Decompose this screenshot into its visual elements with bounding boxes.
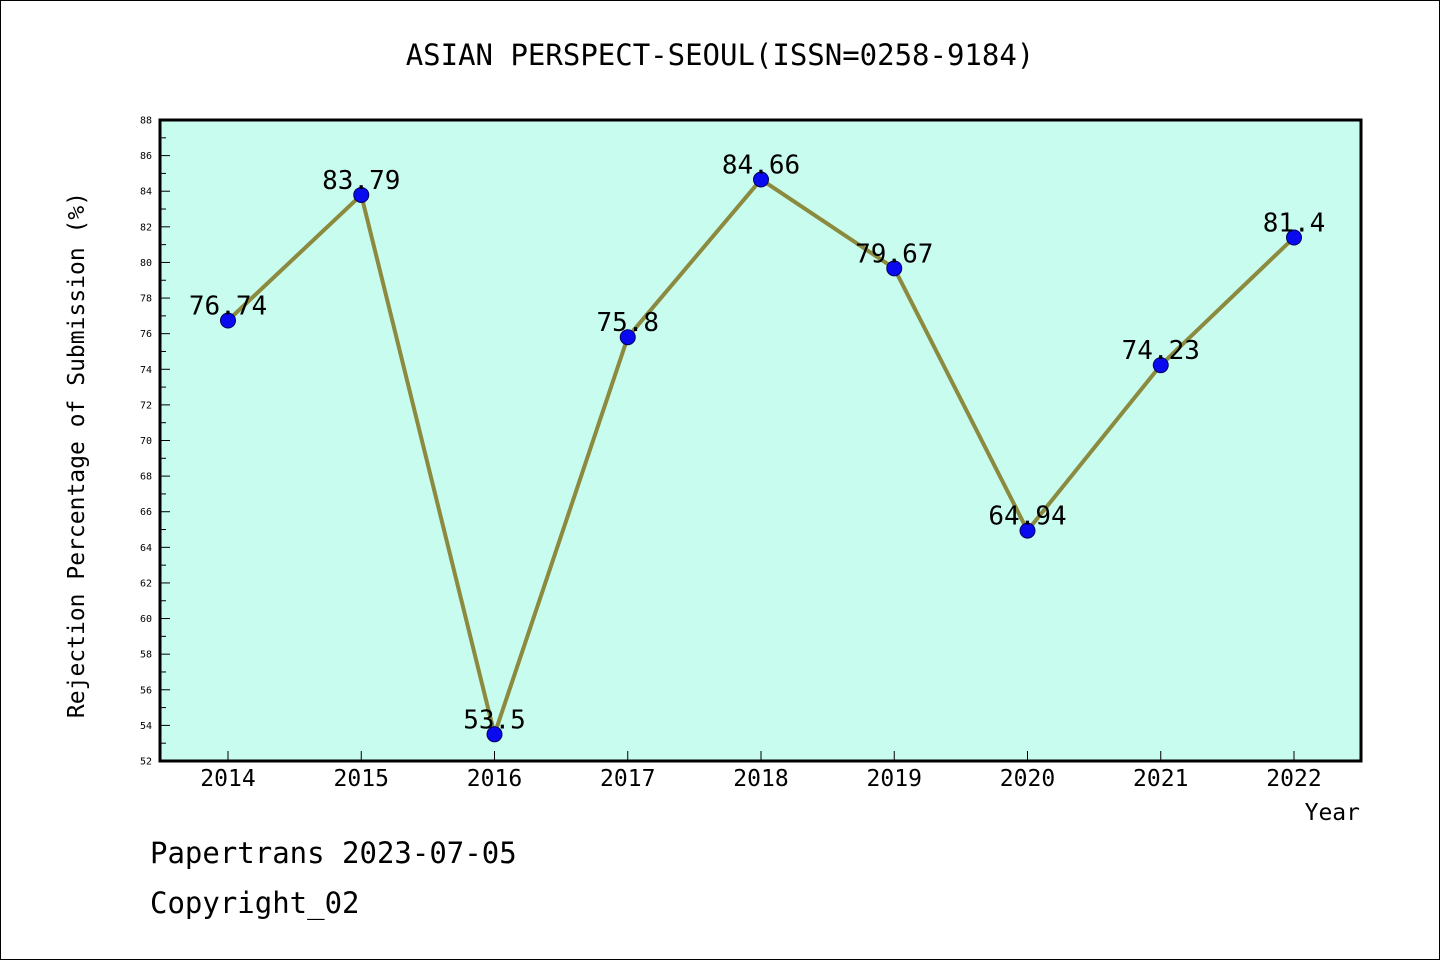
y-tick-label: 88 (140, 116, 152, 127)
x-tick-label: 2021 (1133, 766, 1188, 792)
y-tick-label: 54 (140, 721, 152, 732)
x-tick-label: 2019 (867, 766, 922, 792)
x-tick-label: 2018 (733, 766, 788, 792)
data-point (1286, 229, 1302, 246)
x-tick-label: 2017 (600, 766, 655, 792)
data-point (353, 186, 370, 203)
data-label: 83.79 (322, 166, 400, 196)
y-tick-label: 74 (140, 365, 152, 376)
x-tick-label: 2015 (334, 766, 389, 792)
data-label: 75.8 (596, 308, 659, 338)
x-tick-label: 2022 (1266, 766, 1321, 792)
y-axis: 52 54 56 58 60 62 64 66 68 70 72 74 76 78 80 82 84 86 88 (140, 116, 170, 768)
x-tick-label: 2020 (1000, 766, 1055, 792)
data-label: 74.23 (1122, 336, 1200, 366)
footer-source: Papertrans 2023-07-05 (150, 836, 517, 870)
data-point (886, 260, 903, 277)
x-tick-label: 2016 (467, 766, 522, 792)
y-tick-label: 72 (140, 400, 152, 411)
x-axis: 2014 2015 2016 2017 2018 2019 2020 2021 2022 (200, 751, 1322, 792)
y-tick-label: 78 (140, 294, 152, 305)
y-tick-label: 66 (140, 507, 152, 518)
data-point (220, 312, 236, 329)
data-point (619, 329, 636, 346)
data-point (1019, 522, 1036, 539)
y-tick-label: 62 (140, 578, 152, 589)
data-label: 76.74 (189, 291, 267, 321)
y-tick-label: 86 (140, 151, 152, 162)
markers-group (220, 171, 1302, 743)
x-tick-label: 2014 (200, 766, 255, 792)
data-label: 81.4 (1263, 209, 1326, 239)
y-tick-label: 76 (140, 329, 152, 340)
y-tick-label: 70 (140, 436, 152, 447)
data-label: 79.67 (855, 239, 933, 269)
data-point (753, 171, 769, 188)
data-point (486, 726, 503, 743)
footer-copyright: Copyright_02 (150, 886, 360, 920)
plot-area (158, 118, 1363, 763)
y-tick-label: 64 (140, 543, 152, 554)
y-tick-label: 56 (140, 685, 152, 696)
y-tick-label: 82 (140, 222, 152, 233)
data-label: 84.66 (722, 150, 800, 180)
y-tick-label: 58 (140, 650, 152, 661)
x-axis-label: Year (1305, 800, 1360, 826)
data-labels-group: 76.74 83.79 53.5 75.8 84.66 79.67 64.94 74.23 81… (189, 150, 1325, 735)
data-label: 64.94 (988, 502, 1066, 532)
y-tick-label: 68 (140, 472, 152, 483)
y-tick-label: 60 (140, 614, 152, 625)
chart-title: ASIAN PERSPECT-SEOUL(ISSN=0258-9184) (405, 38, 1035, 72)
y-tick-label: 80 (140, 258, 152, 269)
data-label: 53.5 (463, 705, 526, 735)
y-tick-label: 52 (140, 757, 152, 768)
y-axis-label: Rejection Percentage of Submission (%) (64, 192, 90, 718)
y-tick-label: 84 (140, 187, 152, 198)
data-point (1152, 357, 1169, 374)
